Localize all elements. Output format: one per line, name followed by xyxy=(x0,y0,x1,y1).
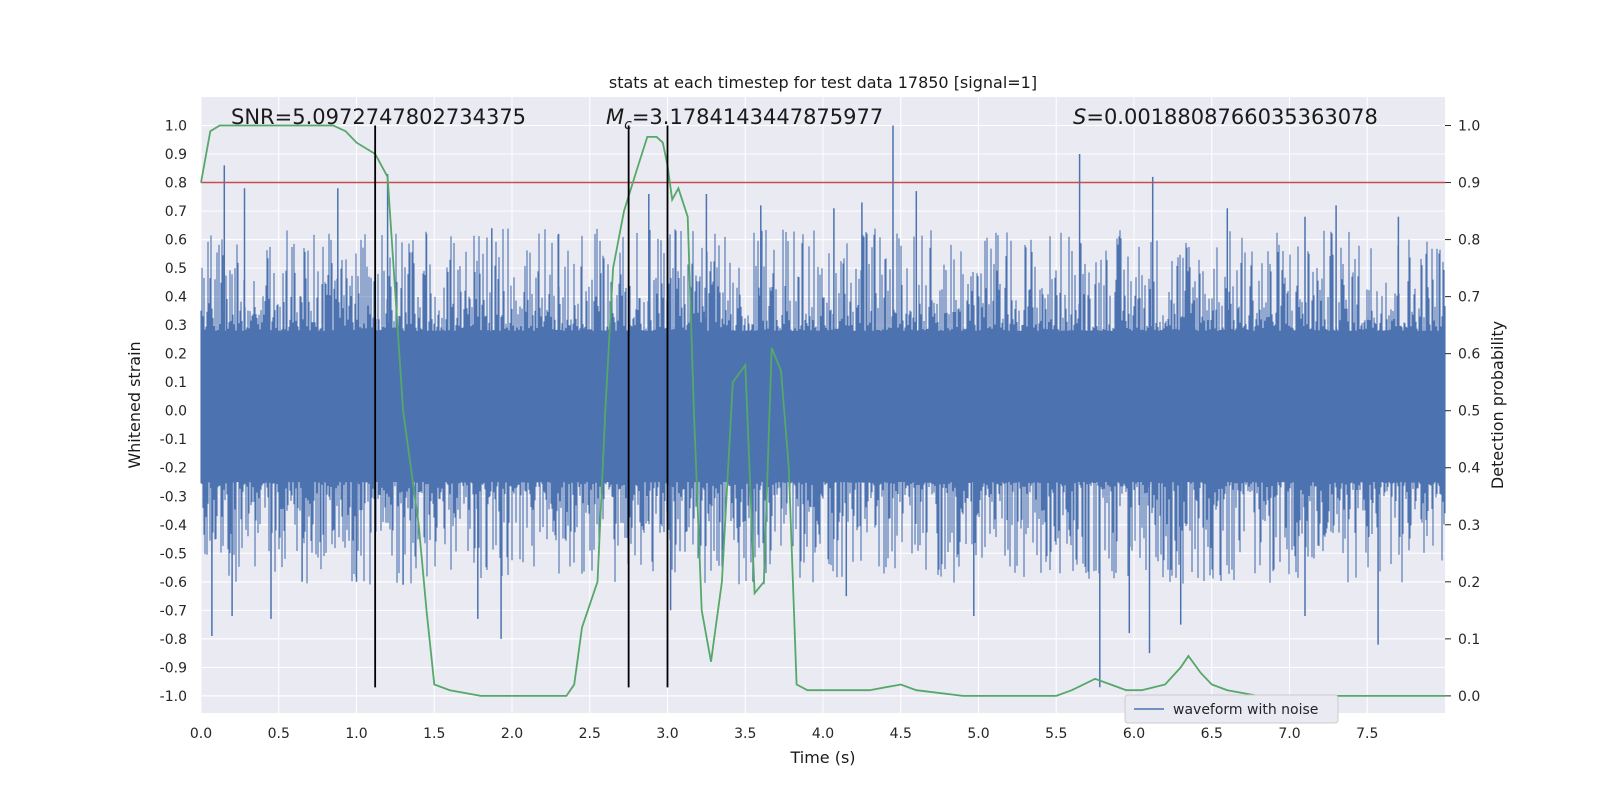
s-symbol: S xyxy=(1073,105,1086,129)
y-right-tick-label: 0.5 xyxy=(1458,404,1480,420)
x-tick-label: 3.5 xyxy=(734,726,756,742)
x-tick-label: 4.5 xyxy=(890,726,912,742)
y-left-tick-label: 0.6 xyxy=(165,233,187,249)
x-tick-label: 2.5 xyxy=(579,726,601,742)
x-tick-label: 7.0 xyxy=(1278,726,1300,742)
legend-box xyxy=(1124,694,1339,724)
x-tick-label: 4.0 xyxy=(812,726,834,742)
chart-title: stats at each timestep for test data 178… xyxy=(609,73,1037,92)
y-right-tick-label: 1.0 xyxy=(1458,119,1480,135)
y-left-tick-label: -1.0 xyxy=(160,689,187,705)
x-tick-label: 6.5 xyxy=(1201,726,1223,742)
y-left-tick-label: 0.7 xyxy=(165,204,187,220)
x-tick-label: 7.5 xyxy=(1356,726,1378,742)
x-tick-label: 0.0 xyxy=(190,726,212,742)
chirp-mass-value: =3.1784143447875977 xyxy=(632,105,883,129)
x-tick-label: 1.5 xyxy=(423,726,445,742)
y-left-tick-label: 0.8 xyxy=(165,176,187,192)
x-tick-label: 0.5 xyxy=(268,726,290,742)
y-right-tick-label: 0.1 xyxy=(1458,632,1480,648)
y-left-tick-label: -0.6 xyxy=(160,575,187,591)
chirp-mass-subscript: c xyxy=(624,117,632,133)
x-tick-label: 5.5 xyxy=(1045,726,1067,742)
y-left-tick-label: -0.9 xyxy=(160,660,187,676)
chirp-mass-annotation: Mc=3.1784143447875977 xyxy=(606,105,883,133)
legend: waveform with noise xyxy=(1124,694,1339,724)
y-right-tick-label: 0.3 xyxy=(1458,518,1480,534)
y-left-tick-label: 0.0 xyxy=(165,404,187,420)
y-right-tick-label: 0.2 xyxy=(1458,575,1480,591)
waveform-noise-trace xyxy=(200,228,1446,585)
vertical-markers xyxy=(374,125,669,688)
y-left-tick-label: 0.4 xyxy=(165,290,187,306)
y-right-tick-label: 0.9 xyxy=(1458,176,1480,192)
y-right-tick-label: 0.6 xyxy=(1458,347,1480,363)
y-right-tick-label: 0.4 xyxy=(1458,461,1480,477)
x-axis-label: Time (s) xyxy=(789,748,855,767)
y-left-tick-label: -0.2 xyxy=(160,461,187,477)
x-tick-label: 6.0 xyxy=(1123,726,1145,742)
snr-annotation: SNR=5.0972747802734375 xyxy=(231,105,526,129)
y-left-tick-label: 0.5 xyxy=(165,261,187,277)
legend-label: waveform with noise xyxy=(1173,702,1318,718)
y-left-tick-label: -0.4 xyxy=(160,518,187,534)
y-left-tick-label: -0.8 xyxy=(160,632,187,648)
s-value: =0.0018808766035363078 xyxy=(1086,105,1378,129)
y-left-tick-label: 0.9 xyxy=(165,147,187,163)
y-right-tick-label: 0.8 xyxy=(1458,233,1480,249)
y-right-tick-label: 0.7 xyxy=(1458,290,1480,306)
detection-probability-line xyxy=(200,124,1445,697)
s-annotation: S=0.0018808766035363078 xyxy=(1073,105,1378,129)
y-right-tick-label: 0.0 xyxy=(1458,689,1480,705)
axis-ticks: 0.0 0.5 1.0 1.5 2.0 2.5 3.0 3.5 4.0 4.5 5.0 5.5 6.0 6… xyxy=(160,119,1481,742)
y-left-tick-label: 0.1 xyxy=(165,375,187,391)
waveform-spikes xyxy=(211,125,1400,688)
x-tick-label: 5.0 xyxy=(967,726,989,742)
y-axis-right-label: Detection probability xyxy=(1488,321,1507,489)
y-left-tick-label: 1.0 xyxy=(165,119,187,135)
y-left-tick-label: 0.3 xyxy=(165,318,187,334)
x-tick-label: 3.0 xyxy=(656,726,678,742)
probability-series xyxy=(200,124,1445,697)
x-tick-label: 1.0 xyxy=(345,726,367,742)
y-axis-left-label: Whitened strain xyxy=(125,341,144,468)
y-left-tick-label: -0.5 xyxy=(160,546,187,562)
y-left-tick-label: -0.3 xyxy=(160,489,187,505)
x-tick-label: 2.0 xyxy=(501,726,523,742)
y-left-tick-label: -0.1 xyxy=(160,432,187,448)
chirp-mass-symbol: M xyxy=(606,105,624,129)
y-left-tick-label: 0.2 xyxy=(165,347,187,363)
y-left-tick-label: -0.7 xyxy=(160,603,187,619)
